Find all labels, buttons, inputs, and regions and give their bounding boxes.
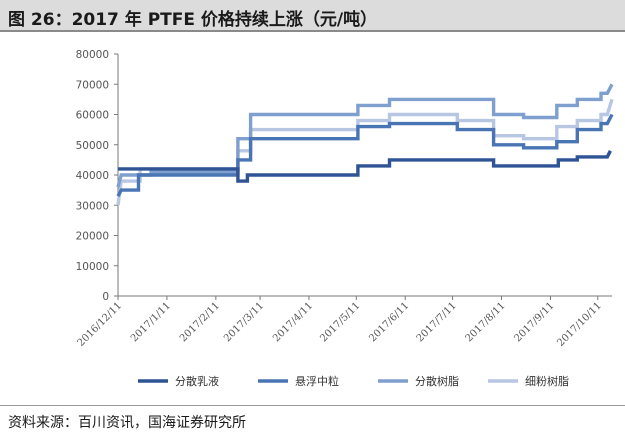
x-tick-label: 2017/2/11 — [178, 300, 222, 344]
x-tick-label: 2017/1/11 — [129, 300, 173, 344]
series-line-2 — [116, 113, 614, 197]
y-tick-label: 60000 — [76, 110, 109, 122]
legend-label-1: 分散乳液 — [175, 374, 219, 388]
series-line-1 — [118, 150, 612, 183]
y-tick-label: 40000 — [76, 170, 109, 182]
y-tick-label: 80000 — [76, 49, 109, 61]
y-tick-label: 50000 — [76, 140, 109, 152]
x-tick-label: 2017/8/11 — [464, 300, 508, 344]
x-tick-label: 2017/3/11 — [222, 300, 266, 344]
legend-label-2: 悬浮中粒 — [295, 374, 339, 388]
price-line-chart: 0 10000 20000 30000 40000 50000 60000 70000 8000… — [76, 49, 614, 388]
footer-divider — [0, 405, 625, 406]
legend-label-3: 分散树脂 — [415, 374, 459, 388]
x-tick-label: 2017/7/11 — [415, 300, 459, 344]
x-tick-label: 2017/5/11 — [318, 300, 362, 344]
x-tick-label: 2017/9/11 — [513, 300, 557, 344]
y-tick-label: 20000 — [76, 231, 109, 243]
series-line-3 — [116, 83, 614, 188]
x-tick-label: 2017/6/11 — [367, 300, 411, 344]
y-tick-label: 10000 — [76, 261, 109, 273]
y-tick-label: 30000 — [76, 200, 109, 212]
y-tick-label: 70000 — [76, 79, 109, 91]
figure-title: 图 26：2017 年 PTFE 价格持续上涨（元/吨） — [8, 10, 378, 30]
source-note: 资料来源：百川资讯，国海证券研究所 — [8, 415, 246, 431]
y-tick-label: 0 — [102, 291, 109, 303]
figure-title-bar: 图 26：2017 年 PTFE 价格持续上涨（元/吨） — [0, 0, 625, 32]
legend-label-4: 细粉树脂 — [525, 374, 569, 388]
series-line-4 — [116, 98, 614, 206]
x-tick-label: 2017/4/11 — [271, 300, 315, 344]
x-tick-label: 2017/10/11 — [555, 300, 604, 349]
x-tick-label: 2016/12/11 — [76, 300, 125, 349]
